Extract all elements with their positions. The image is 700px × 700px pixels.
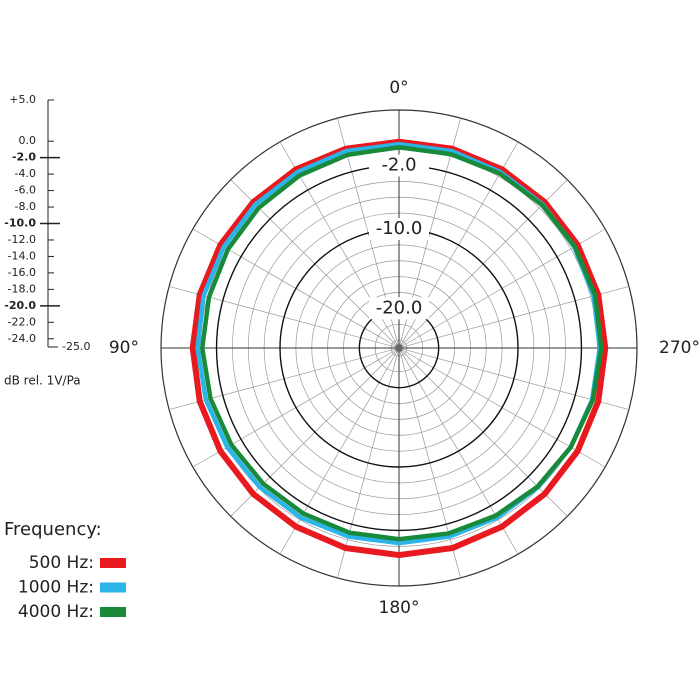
spoke	[279, 351, 398, 555]
angle-label: 90°	[109, 338, 139, 358]
legend-swatch	[100, 582, 126, 593]
scale-tick-label: 0.0	[19, 134, 37, 147]
legend-swatch	[100, 607, 126, 617]
scale-tick-label: -18.0	[8, 282, 36, 295]
legend-title: Frequency:	[4, 519, 102, 540]
spoke	[169, 286, 396, 348]
scale-tick-label: -2.0	[12, 151, 36, 164]
series-line	[200, 145, 604, 542]
scale-tick-label: +5.0	[9, 93, 36, 106]
spoke	[337, 351, 399, 578]
scale-tick-label: -12.0	[8, 233, 36, 246]
scale-tick-label: -24.0	[8, 332, 36, 345]
angle-label: 270°	[659, 338, 700, 358]
legend-label: 500 Hz:	[29, 553, 94, 573]
spoke	[402, 228, 606, 347]
legend-swatch	[100, 558, 126, 568]
spoke	[402, 286, 629, 348]
series-line	[189, 138, 609, 559]
scale-tick-label: -25.0	[62, 340, 90, 353]
spoke	[230, 350, 397, 517]
scale-tick-label: -20.0	[4, 299, 36, 312]
ring-label: -2.0	[381, 155, 416, 176]
scale-tick-label: -8.0	[15, 200, 36, 213]
scale-tick-label: -6.0	[15, 184, 36, 197]
angle-label: 180°	[379, 598, 420, 618]
legend-label: 1000 Hz:	[18, 578, 94, 598]
scale-label: dB rel. 1V/Pa	[4, 374, 81, 388]
scale-tick-label: -22.0	[8, 315, 36, 328]
angle-label: 0°	[389, 78, 408, 98]
scale-tick-label: -14.0	[8, 249, 36, 262]
scale-tick-label: -4.0	[15, 167, 36, 180]
ring-label: -10.0	[376, 218, 423, 239]
ring-label-bg	[369, 154, 429, 177]
ring-label-bg	[369, 218, 429, 240]
ring-label: -20.0	[376, 297, 423, 318]
spoke	[400, 351, 519, 555]
scale-tick-label: -16.0	[8, 266, 36, 279]
legend-label: 4000 Hz:	[18, 602, 94, 622]
spoke	[401, 350, 568, 517]
spoke	[401, 179, 568, 346]
ring-label-bg	[369, 297, 429, 320]
center-dot	[395, 344, 403, 352]
scale-tick-label: -10.0	[4, 217, 36, 230]
spoke	[399, 351, 461, 578]
